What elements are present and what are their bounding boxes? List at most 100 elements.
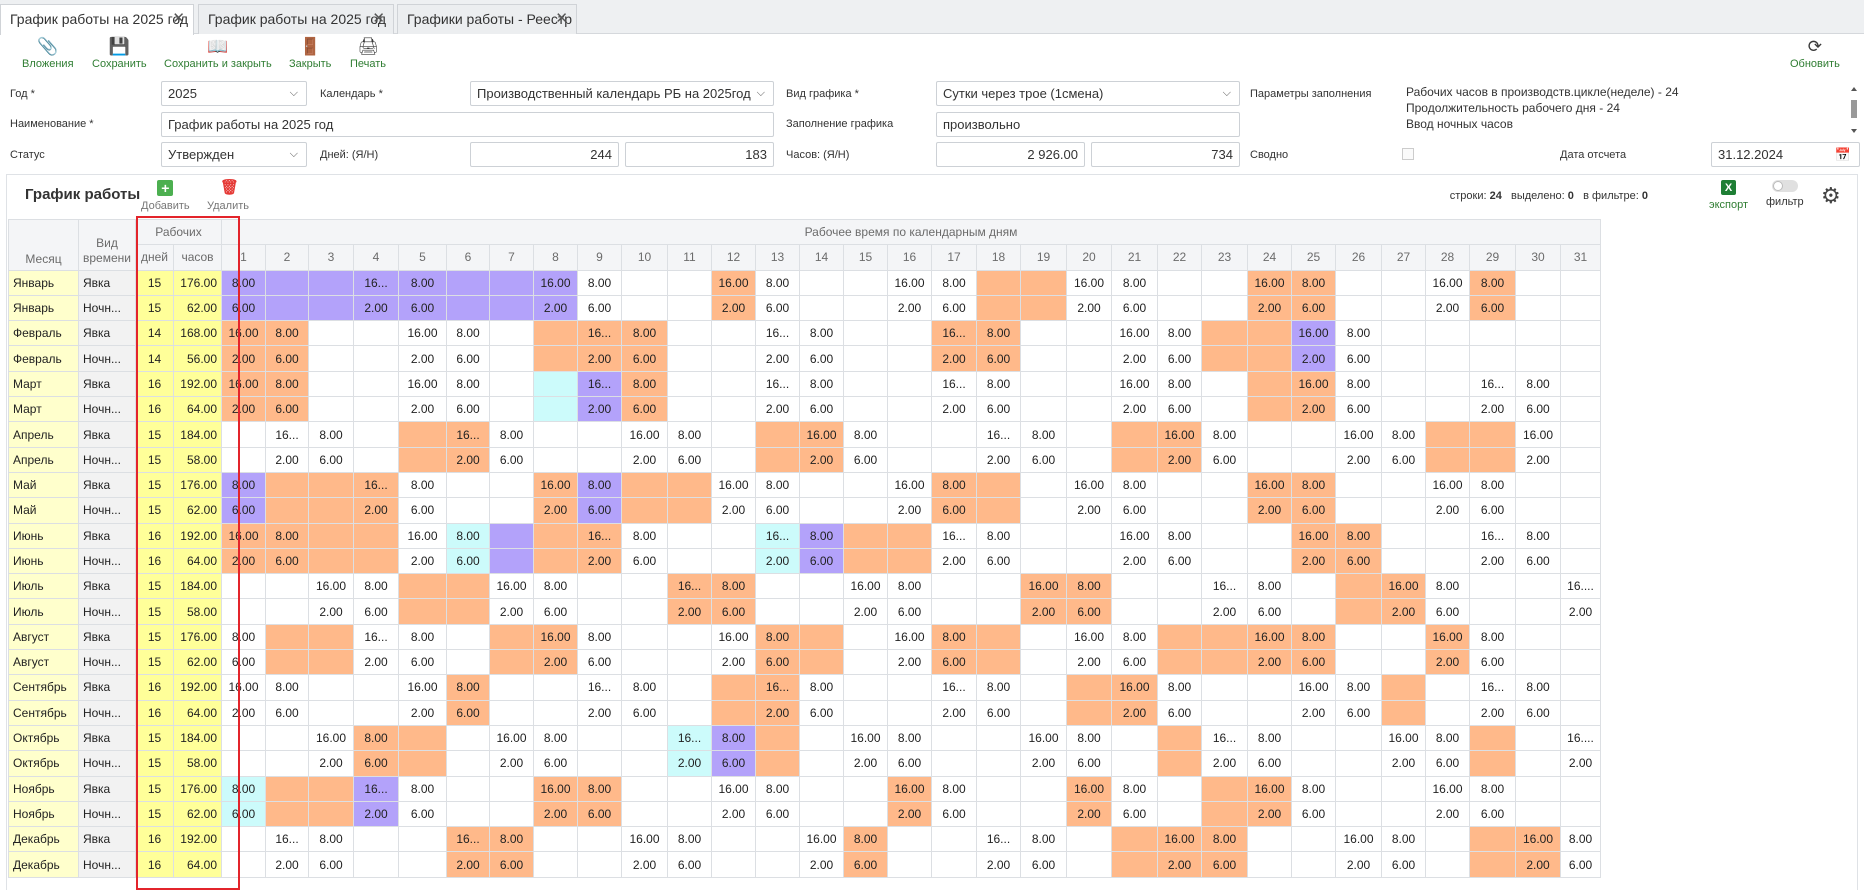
cell-hours[interactable]: 58.00 bbox=[173, 446, 222, 473]
cell-day[interactable] bbox=[711, 370, 756, 398]
cell-day[interactable]: 6.00 bbox=[799, 345, 844, 372]
table-row[interactable]: Декабрь Ночн... 16 64.00 2.00 6.00 2.00 6.00 2.0… bbox=[8, 851, 1601, 878]
cell-day[interactable]: 6.00 bbox=[398, 649, 447, 676]
cell-day[interactable]: 2.00 bbox=[221, 699, 266, 726]
table-row[interactable]: Июнь Явка 16 192.00 16.00 8.00 16.00 8.00 16... 8… bbox=[8, 522, 1601, 549]
cell-kind[interactable]: Ночн... bbox=[78, 800, 136, 828]
fill-input[interactable]: произвольно bbox=[936, 112, 1240, 137]
cell-day[interactable] bbox=[489, 294, 534, 322]
cell-day[interactable]: 6.00 bbox=[1560, 851, 1601, 878]
cell-day[interactable]: 8.00 bbox=[1381, 826, 1426, 853]
cell-day[interactable]: 6.00 bbox=[621, 699, 668, 726]
cell-day[interactable]: 2.00 bbox=[1247, 497, 1292, 524]
cell-day[interactable] bbox=[1515, 649, 1561, 676]
cell-day[interactable]: 6.00 bbox=[1020, 446, 1067, 473]
cell-day[interactable] bbox=[1020, 497, 1067, 524]
cell-day[interactable] bbox=[265, 800, 309, 828]
cell-day[interactable]: 2.00 bbox=[1291, 396, 1336, 423]
header-day[interactable]: 28 bbox=[1425, 244, 1470, 271]
cell-day[interactable] bbox=[221, 724, 266, 752]
cell-day[interactable]: 6.00 bbox=[1111, 649, 1158, 676]
cell-day[interactable]: 2.00 bbox=[1425, 800, 1470, 828]
cell-day[interactable]: 8.00 bbox=[265, 522, 309, 549]
cell-day[interactable]: 8.00 bbox=[577, 471, 622, 499]
cell-day[interactable] bbox=[1157, 598, 1202, 625]
cell-day[interactable] bbox=[489, 623, 534, 651]
table-row[interactable]: Май Ночн... 15 62.00 6.00 2.00 6.00 2.00 6.00 2.0… bbox=[8, 497, 1601, 524]
cell-day[interactable]: 16.00 bbox=[711, 623, 756, 651]
cell-day[interactable]: 16.00 bbox=[489, 724, 534, 752]
cell-day[interactable] bbox=[667, 320, 712, 347]
cell-day[interactable]: 2.00 bbox=[221, 345, 266, 372]
cell-day[interactable] bbox=[446, 750, 490, 777]
cell-kind[interactable]: Явка bbox=[78, 573, 136, 600]
cell-kind[interactable]: Явка bbox=[78, 775, 136, 802]
cell-kind[interactable]: Ночн... bbox=[78, 649, 136, 676]
cell-day[interactable]: 8.00 bbox=[265, 674, 309, 701]
cell-day[interactable]: 16... bbox=[755, 522, 800, 549]
cell-day[interactable] bbox=[265, 623, 309, 651]
cell-day[interactable] bbox=[1381, 497, 1426, 524]
cell-day[interactable] bbox=[1560, 800, 1601, 828]
name-input[interactable]: График работы на 2025 год bbox=[161, 112, 774, 137]
gear-icon[interactable]: ⚙ bbox=[1821, 183, 1841, 208]
cell-day[interactable] bbox=[1247, 547, 1292, 575]
cell-day[interactable] bbox=[667, 522, 712, 549]
cell-hours[interactable]: 184.00 bbox=[173, 573, 222, 600]
cell-day[interactable] bbox=[931, 598, 977, 625]
cell-day[interactable] bbox=[1335, 471, 1382, 499]
cell-day[interactable] bbox=[398, 750, 447, 777]
table-row[interactable]: Ноябрь Ночн... 15 62.00 6.00 2.00 6.00 2.00 6.00… bbox=[8, 800, 1601, 828]
refresh-button[interactable]: ⟳ Обновить bbox=[1790, 36, 1840, 70]
cell-day[interactable]: 2.00 bbox=[533, 649, 578, 676]
cell-day[interactable] bbox=[667, 345, 712, 372]
cell-day[interactable] bbox=[843, 294, 888, 322]
cell-day[interactable]: 8.00 bbox=[755, 269, 800, 296]
cell-day[interactable]: 8.00 bbox=[621, 522, 668, 549]
cell-day[interactable]: 16.00 bbox=[1335, 826, 1382, 853]
cell-day[interactable] bbox=[353, 370, 399, 398]
cell-day[interactable] bbox=[843, 471, 888, 499]
cell-day[interactable] bbox=[1247, 674, 1292, 701]
cell-day[interactable]: 6.00 bbox=[1291, 800, 1336, 828]
cell-day[interactable]: 2.00 bbox=[843, 598, 888, 625]
cell-day[interactable] bbox=[887, 547, 932, 575]
cell-day[interactable] bbox=[1425, 396, 1470, 423]
cell-day[interactable]: 6.00 bbox=[489, 851, 534, 878]
cell-day[interactable]: 2.00 bbox=[976, 446, 1021, 473]
cell-day[interactable] bbox=[1201, 674, 1248, 701]
cell-day[interactable]: 8.00 bbox=[799, 674, 844, 701]
cell-day[interactable] bbox=[1425, 421, 1470, 448]
cell-kind[interactable]: Ночн... bbox=[78, 446, 136, 473]
cell-day[interactable]: 6.00 bbox=[799, 547, 844, 575]
cell-day[interactable] bbox=[533, 547, 578, 575]
cell-month[interactable]: Январь bbox=[8, 294, 79, 322]
cell-day[interactable] bbox=[1020, 674, 1067, 701]
cell-day[interactable]: 6.00 bbox=[1157, 345, 1202, 372]
cell-day[interactable]: 6.00 bbox=[931, 649, 977, 676]
cell-day[interactable] bbox=[1335, 294, 1382, 322]
cell-day[interactable] bbox=[577, 750, 622, 777]
cell-day[interactable] bbox=[887, 826, 932, 853]
cell-day[interactable] bbox=[931, 724, 977, 752]
cell-day[interactable] bbox=[711, 396, 756, 423]
cell-day[interactable]: 16... bbox=[353, 623, 399, 651]
cell-day[interactable] bbox=[1560, 775, 1601, 802]
cell-day[interactable]: 6.00 bbox=[446, 396, 490, 423]
cell-day[interactable] bbox=[1425, 826, 1470, 853]
cell-day[interactable]: 6.00 bbox=[1381, 851, 1426, 878]
cell-month[interactable]: Декабрь bbox=[8, 826, 79, 853]
header-day[interactable]: 20 bbox=[1066, 244, 1112, 271]
cell-day[interactable] bbox=[1515, 800, 1561, 828]
cell-day[interactable] bbox=[353, 699, 399, 726]
cell-day[interactable]: 8.00 bbox=[577, 775, 622, 802]
cell-day[interactable]: 2.00 bbox=[1335, 851, 1382, 878]
cell-day[interactable] bbox=[1020, 345, 1067, 372]
cell-day[interactable] bbox=[265, 775, 309, 802]
cell-day[interactable]: 2.00 bbox=[755, 699, 800, 726]
cell-day[interactable]: 16.00 bbox=[1111, 674, 1158, 701]
cell-days[interactable]: 16 bbox=[135, 547, 174, 575]
cell-day[interactable]: 6.00 bbox=[1066, 750, 1112, 777]
cell-day[interactable] bbox=[577, 851, 622, 878]
